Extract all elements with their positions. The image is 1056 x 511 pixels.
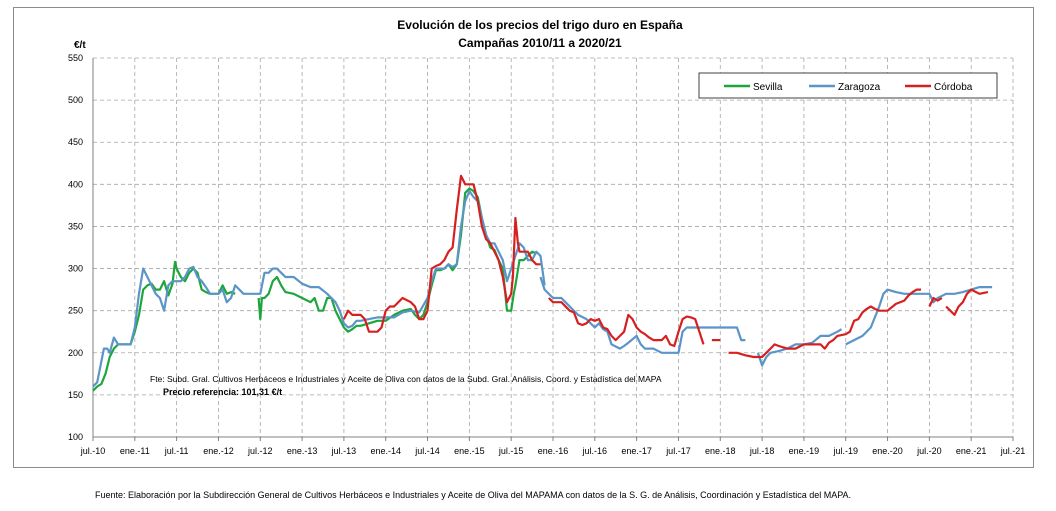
x-tick-label: jul.-17 — [665, 446, 691, 456]
x-tick-label: jul.-21 — [1000, 446, 1026, 456]
x-tick-label: jul.-19 — [832, 446, 858, 456]
y-tick-label: 250 — [68, 306, 83, 316]
x-tick-label: ene.-11 — [120, 446, 150, 456]
y-tick-label: 400 — [68, 179, 83, 189]
y-tick-label: 100 — [68, 432, 83, 442]
x-tick-label: ene.-15 — [454, 446, 485, 456]
x-tick-label: jul.-16 — [582, 446, 608, 456]
series-line-cordoba — [728, 288, 921, 359]
legend-label-zaragoza: Zaragoza — [838, 82, 881, 93]
series-line-zaragoza — [539, 276, 746, 354]
y-tick-label: 200 — [68, 348, 83, 358]
x-tick-label: jul.-12 — [247, 446, 273, 456]
y-tick-label: 350 — [68, 221, 83, 231]
series-line-cordoba — [928, 296, 943, 307]
source-annotation: Fte: Subd. Gral. Cultivos Herbáceos e In… — [150, 374, 662, 384]
y-tick-label: 550 — [68, 53, 83, 63]
series-line-cordoba — [945, 288, 989, 316]
series-line-zaragoza — [92, 190, 546, 388]
x-tick-label: ene.-17 — [621, 446, 652, 456]
x-tick-label: jul.-18 — [749, 446, 775, 456]
y-tick-label: 450 — [68, 137, 83, 147]
y-tick-label: 150 — [68, 390, 83, 400]
chart-title: Evolución de los precios del trigo duro … — [397, 18, 683, 32]
x-tick-label: ene.-14 — [370, 446, 401, 456]
series-line-sevilla — [257, 187, 537, 333]
chart-subtitle: Campañas 2010/11 a 2020/21 — [458, 36, 622, 50]
x-tick-label: jul.-14 — [414, 446, 440, 456]
series-line-zaragoza — [756, 328, 843, 367]
x-tick-label: jul.-10 — [80, 446, 106, 456]
x-tick-label: ene.-12 — [203, 446, 234, 456]
series-line-zaragoza — [845, 286, 993, 346]
series-line-sevilla — [92, 260, 236, 392]
legend-label-sevilla: Sevilla — [753, 82, 783, 93]
x-tick-label: jul.-15 — [498, 446, 524, 456]
x-tick-label: ene.-16 — [538, 446, 569, 456]
x-tick-label: jul.-20 — [916, 446, 942, 456]
x-tick-label: jul.-11 — [164, 446, 189, 456]
legend-label-cordoba: Córdoba — [934, 82, 973, 93]
reference-price-annotation: Precio referencia: 101,31 €/t — [163, 387, 282, 397]
x-tick-label: ene.-20 — [872, 446, 903, 456]
x-tick-label: ene.-13 — [287, 446, 318, 456]
x-tick-label: ene.-19 — [789, 446, 820, 456]
series-line-cordoba — [548, 297, 705, 348]
y-axis-label: €/t — [74, 40, 86, 51]
source-footer: Fuente: Elaboración por la Subdirección … — [95, 490, 852, 500]
x-tick-label: ene.-18 — [705, 446, 736, 456]
y-tick-label: 500 — [68, 95, 83, 105]
x-tick-label: ene.-21 — [956, 446, 987, 456]
series-line-cordoba — [342, 174, 541, 333]
x-tick-label: jul.-13 — [331, 446, 357, 456]
y-tick-label: 300 — [68, 264, 83, 274]
